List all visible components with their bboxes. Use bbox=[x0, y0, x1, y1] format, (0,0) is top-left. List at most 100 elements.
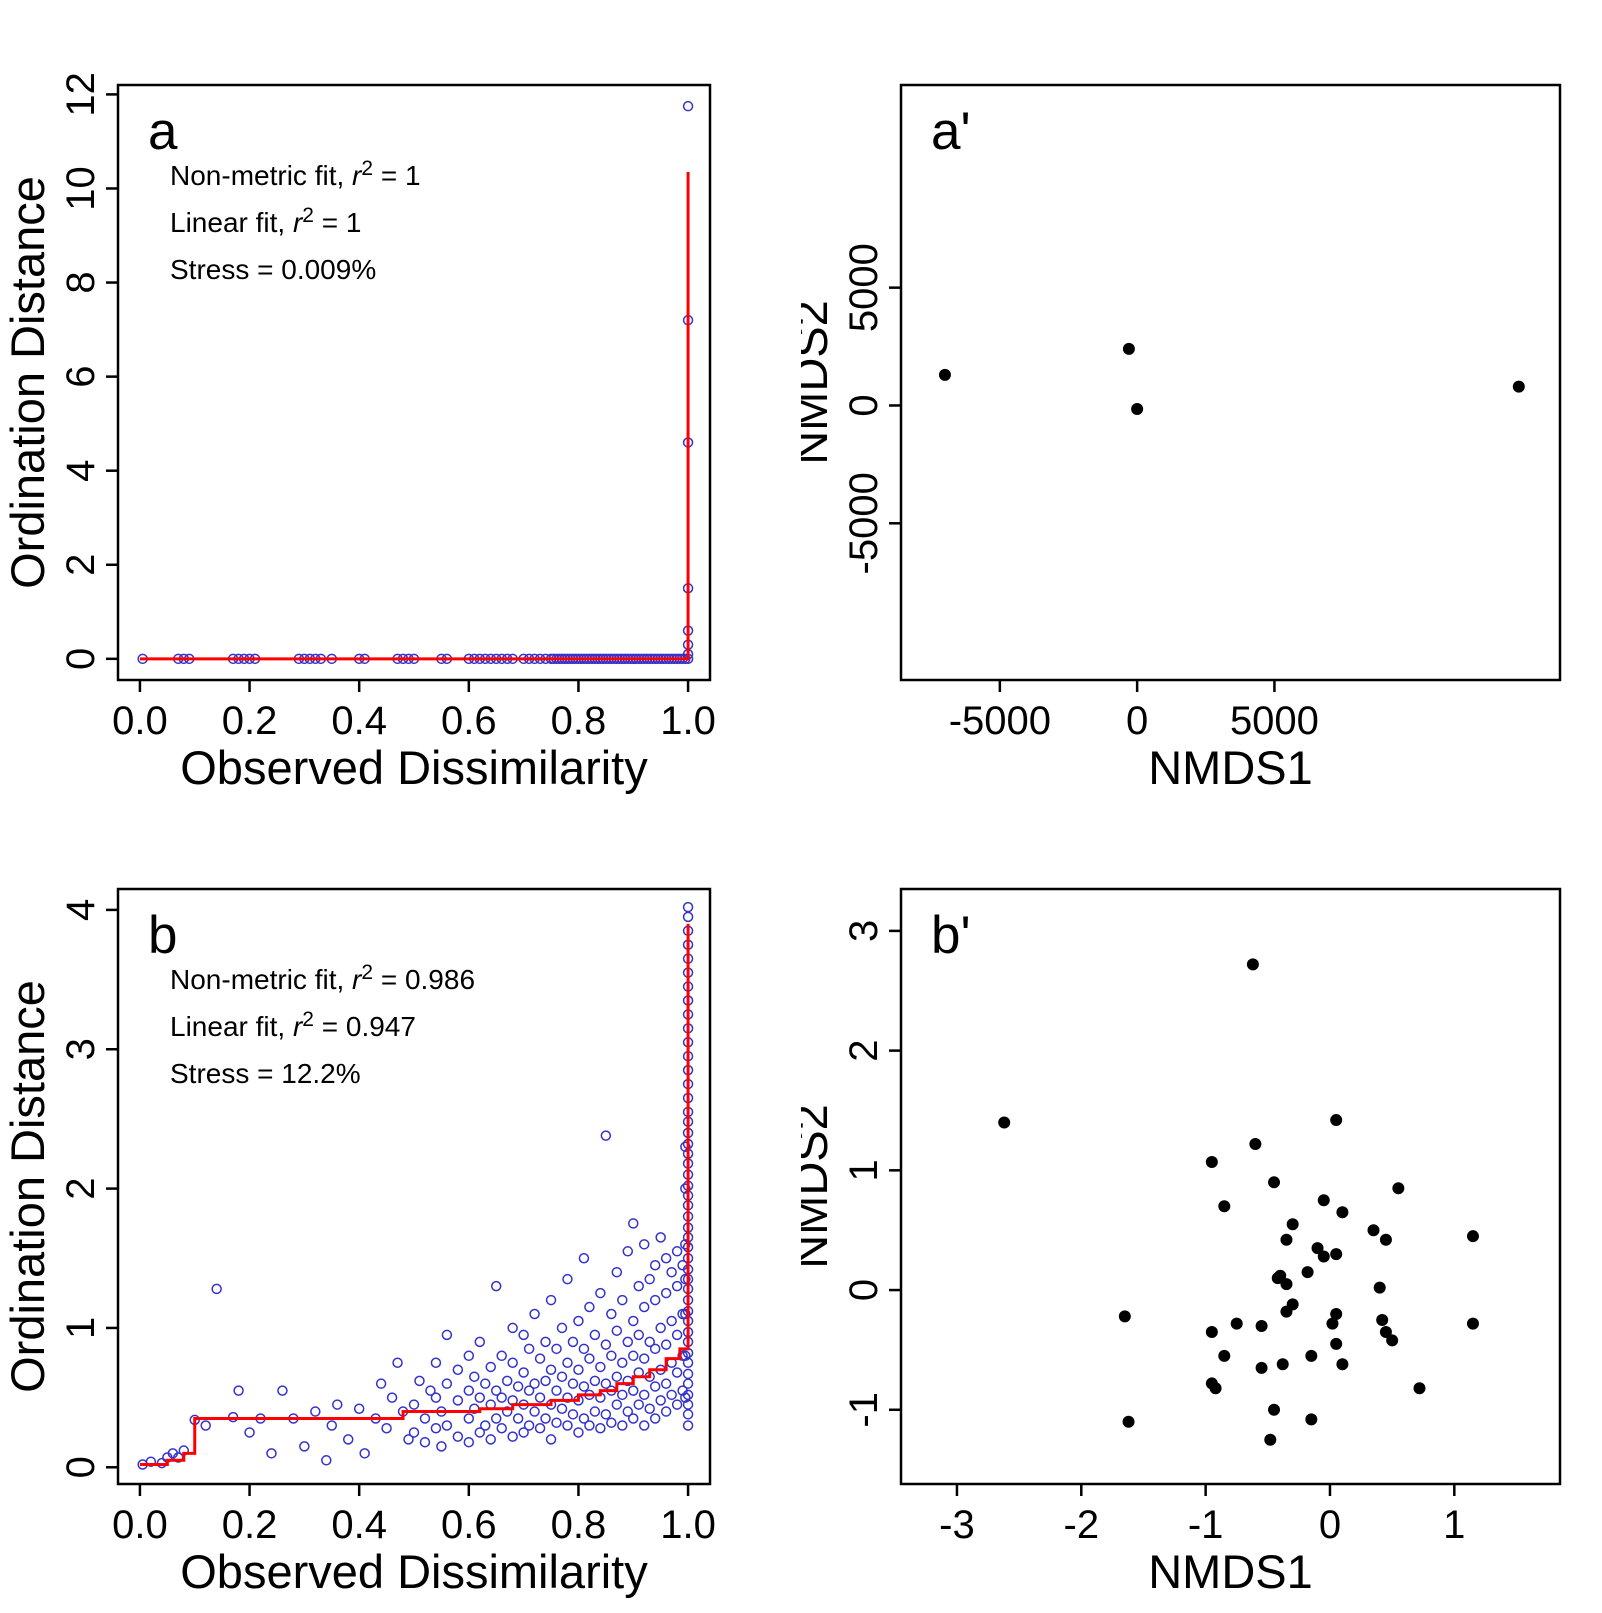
panel-a-prime: -5000 0 5000 NMDS1 -5000 0 5000 NMDS2 a' bbox=[784, 0, 1602, 804]
data-point bbox=[551, 1417, 562, 1428]
data-point bbox=[496, 1423, 507, 1434]
data-point bbox=[1122, 342, 1135, 355]
data-point bbox=[507, 1431, 518, 1442]
data-point bbox=[666, 1389, 677, 1401]
data-point bbox=[617, 1420, 628, 1431]
x-tick-label: -2 bbox=[1064, 1503, 1100, 1547]
data-point bbox=[633, 1399, 644, 1410]
data-point bbox=[463, 1413, 475, 1424]
data-point bbox=[1413, 1382, 1426, 1395]
data-point bbox=[1255, 1319, 1268, 1332]
x-tick-label: 0.8 bbox=[551, 699, 607, 743]
data-point bbox=[1286, 1218, 1299, 1231]
data-point bbox=[1512, 380, 1525, 393]
data-point bbox=[353, 1403, 365, 1415]
data-point bbox=[496, 1392, 507, 1403]
y-tick-label: 12 bbox=[59, 72, 103, 117]
data-point bbox=[611, 1371, 623, 1382]
data-point bbox=[523, 1343, 535, 1355]
data-point bbox=[680, 1392, 691, 1403]
data-point bbox=[545, 1364, 557, 1375]
data-point bbox=[644, 1403, 655, 1415]
y-axis-label: NMDS2 bbox=[801, 300, 837, 465]
data-point bbox=[680, 1273, 691, 1285]
data-point bbox=[682, 1357, 694, 1369]
data-point bbox=[534, 1392, 546, 1403]
data-point bbox=[556, 1371, 568, 1382]
data-point bbox=[628, 1385, 639, 1396]
stats-line: Non-metric fit, r2 = 1 bbox=[170, 157, 421, 191]
x-tick-label: -1 bbox=[1188, 1503, 1224, 1547]
points-layer bbox=[998, 958, 1479, 1446]
data-point bbox=[1280, 1278, 1293, 1291]
data-point bbox=[507, 1357, 518, 1369]
data-point bbox=[534, 1423, 546, 1434]
data-point bbox=[638, 1301, 650, 1313]
data-point bbox=[408, 1399, 420, 1410]
y-tick-label: 8 bbox=[59, 271, 103, 293]
data-point bbox=[518, 1367, 529, 1378]
data-point bbox=[408, 1427, 420, 1438]
data-point bbox=[441, 1329, 453, 1341]
x-tick-label: -5000 bbox=[949, 699, 1051, 743]
data-point bbox=[540, 1375, 551, 1387]
x-tick-label: 0.2 bbox=[222, 1503, 278, 1547]
y-tick-label: 0 bbox=[59, 648, 103, 670]
data-point bbox=[1317, 1194, 1330, 1207]
data-point bbox=[534, 1353, 546, 1364]
data-point bbox=[682, 1389, 694, 1401]
data-point bbox=[496, 1350, 507, 1362]
data-point bbox=[1268, 1403, 1281, 1416]
data-point bbox=[584, 1353, 595, 1364]
data-point bbox=[638, 1389, 650, 1401]
data-point bbox=[617, 1294, 628, 1306]
data-point bbox=[628, 1413, 639, 1424]
data-point bbox=[266, 1448, 277, 1459]
data-point bbox=[441, 1420, 453, 1431]
data-point bbox=[518, 1329, 529, 1341]
data-point bbox=[1317, 1250, 1330, 1263]
data-point bbox=[1280, 1233, 1293, 1246]
data-point bbox=[1271, 1272, 1284, 1285]
data-point bbox=[600, 1378, 612, 1389]
data-point bbox=[578, 1343, 590, 1355]
data-point bbox=[649, 1343, 661, 1355]
data-point bbox=[655, 1232, 666, 1243]
data-point bbox=[392, 1357, 403, 1369]
data-point bbox=[1336, 1358, 1349, 1371]
data-point bbox=[375, 1378, 387, 1389]
data-point bbox=[1386, 1334, 1399, 1347]
y-tick-label: 2 bbox=[59, 554, 103, 576]
stats-line: Stress = 0.009% bbox=[170, 254, 376, 285]
data-point bbox=[1373, 1281, 1386, 1294]
data-point bbox=[529, 1308, 540, 1320]
points-layer bbox=[938, 342, 1525, 416]
data-point bbox=[660, 1378, 672, 1389]
data-point bbox=[523, 1420, 535, 1431]
data-point bbox=[1218, 1200, 1231, 1213]
data-point bbox=[573, 1427, 584, 1438]
data-point bbox=[556, 1322, 568, 1334]
data-point bbox=[145, 1456, 157, 1467]
data-point bbox=[480, 1420, 491, 1431]
data-point bbox=[342, 1434, 354, 1445]
data-point bbox=[595, 1287, 606, 1299]
x-axis-label: Observed Dissimilarity bbox=[180, 1545, 648, 1598]
x-axis: 0.0 0.2 0.4 0.6 0.8 1.0 Observed Dissimilarity bbox=[112, 680, 716, 794]
x-tick-label: 0.6 bbox=[441, 1503, 497, 1547]
data-point bbox=[452, 1364, 464, 1375]
y-tick-label: 3 bbox=[59, 1038, 103, 1060]
data-point bbox=[660, 1406, 672, 1417]
data-point bbox=[617, 1357, 628, 1369]
data-point bbox=[299, 1441, 310, 1452]
data-point bbox=[660, 1253, 672, 1264]
y-tick-label: 6 bbox=[59, 365, 103, 387]
y-tick-label: 10 bbox=[59, 166, 103, 211]
x-tick-label: 5000 bbox=[1230, 699, 1319, 743]
data-point bbox=[1379, 1233, 1392, 1246]
y-axis-label: Ordination Distance bbox=[1, 176, 54, 589]
data-point bbox=[1255, 1361, 1268, 1374]
